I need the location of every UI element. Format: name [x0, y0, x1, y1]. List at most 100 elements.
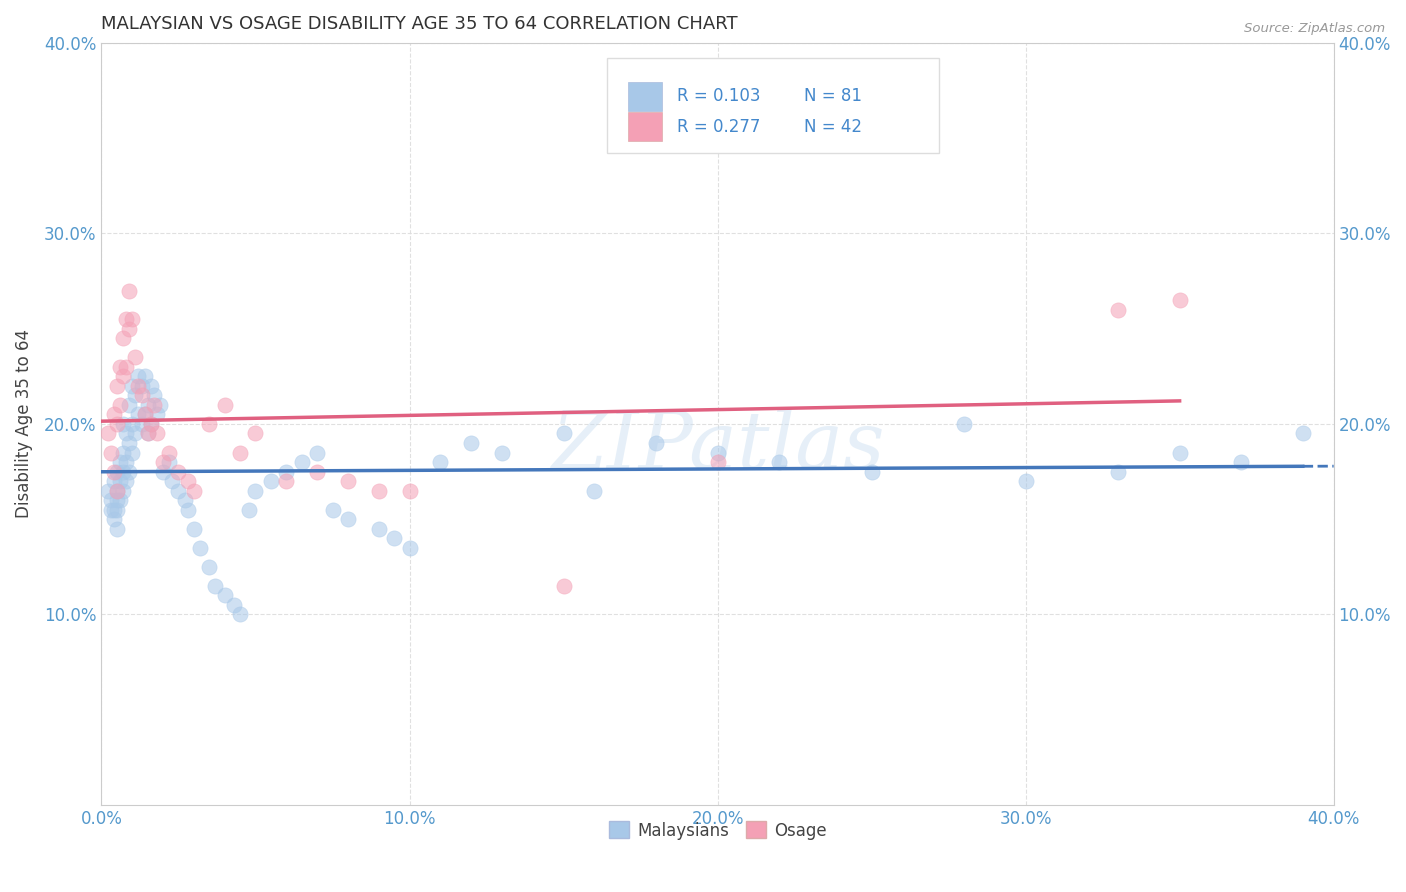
- Point: [167, 483, 190, 498]
- Point: [127, 408, 149, 422]
- Point: [115, 426, 138, 441]
- Point: [105, 483, 128, 498]
- Point: [1107, 302, 1129, 317]
- Point: [108, 398, 131, 412]
- Point: [142, 398, 165, 412]
- Point: [124, 426, 146, 441]
- Point: [121, 445, 143, 459]
- Point: [1107, 465, 1129, 479]
- Point: [706, 445, 728, 459]
- Point: [108, 455, 131, 469]
- Point: [100, 502, 122, 516]
- Point: [108, 493, 131, 508]
- Point: [134, 408, 156, 422]
- Point: [1292, 426, 1315, 441]
- Point: [108, 474, 131, 488]
- Point: [131, 379, 153, 393]
- Point: [152, 455, 174, 469]
- Point: [553, 426, 575, 441]
- Point: [103, 474, 125, 488]
- Point: [105, 493, 128, 508]
- Point: [112, 465, 135, 479]
- Text: R = 0.103: R = 0.103: [676, 87, 761, 105]
- Point: [1168, 293, 1191, 307]
- Point: [860, 465, 883, 479]
- Point: [429, 455, 451, 469]
- Bar: [627, 112, 662, 141]
- Text: ZIPatlas: ZIPatlas: [551, 408, 884, 485]
- Point: [103, 465, 125, 479]
- Point: [167, 465, 190, 479]
- Point: [460, 436, 482, 450]
- Point: [118, 436, 141, 450]
- Point: [491, 445, 513, 459]
- Point: [382, 531, 405, 545]
- Text: Source: ZipAtlas.com: Source: ZipAtlas.com: [1244, 22, 1385, 36]
- Point: [115, 455, 138, 469]
- Point: [1168, 445, 1191, 459]
- Point: [139, 417, 162, 431]
- Point: [142, 388, 165, 402]
- Point: [105, 522, 128, 536]
- Point: [103, 408, 125, 422]
- Point: [238, 502, 260, 516]
- Point: [105, 483, 128, 498]
- Point: [131, 388, 153, 402]
- Point: [112, 483, 135, 498]
- Point: [100, 493, 122, 508]
- Point: [229, 445, 252, 459]
- Point: [118, 321, 141, 335]
- Point: [768, 455, 790, 469]
- Point: [112, 331, 135, 345]
- Point: [149, 398, 172, 412]
- Point: [321, 502, 343, 516]
- Point: [307, 465, 329, 479]
- Point: [1230, 455, 1253, 469]
- Point: [583, 483, 606, 498]
- Point: [336, 474, 359, 488]
- Point: [198, 417, 221, 431]
- Point: [645, 436, 668, 450]
- Point: [553, 579, 575, 593]
- Point: [204, 579, 226, 593]
- Point: [336, 512, 359, 526]
- Point: [177, 502, 200, 516]
- Point: [307, 445, 329, 459]
- Y-axis label: Disability Age 35 to 64: Disability Age 35 to 64: [15, 329, 32, 518]
- Point: [112, 369, 135, 384]
- Point: [127, 369, 149, 384]
- Point: [105, 502, 128, 516]
- Point: [222, 598, 245, 612]
- Point: [198, 559, 221, 574]
- Point: [97, 426, 120, 441]
- Text: R = 0.277: R = 0.277: [676, 118, 761, 136]
- Point: [276, 474, 298, 488]
- Legend: Malaysians, Osage: Malaysians, Osage: [602, 814, 834, 847]
- Point: [105, 417, 128, 431]
- Point: [121, 379, 143, 393]
- Point: [214, 589, 236, 603]
- Point: [245, 483, 267, 498]
- Point: [245, 426, 267, 441]
- Point: [115, 312, 138, 326]
- Point: [173, 493, 195, 508]
- Point: [214, 398, 236, 412]
- Point: [112, 417, 135, 431]
- Point: [953, 417, 976, 431]
- Point: [105, 465, 128, 479]
- Point: [367, 522, 389, 536]
- Point: [139, 379, 162, 393]
- Point: [183, 522, 205, 536]
- Point: [398, 483, 420, 498]
- Point: [103, 512, 125, 526]
- Point: [124, 351, 146, 365]
- Point: [229, 607, 252, 622]
- Point: [124, 388, 146, 402]
- Point: [260, 474, 283, 488]
- Point: [97, 483, 120, 498]
- Point: [157, 455, 180, 469]
- Point: [136, 426, 159, 441]
- Point: [103, 502, 125, 516]
- Point: [146, 426, 169, 441]
- Point: [134, 408, 156, 422]
